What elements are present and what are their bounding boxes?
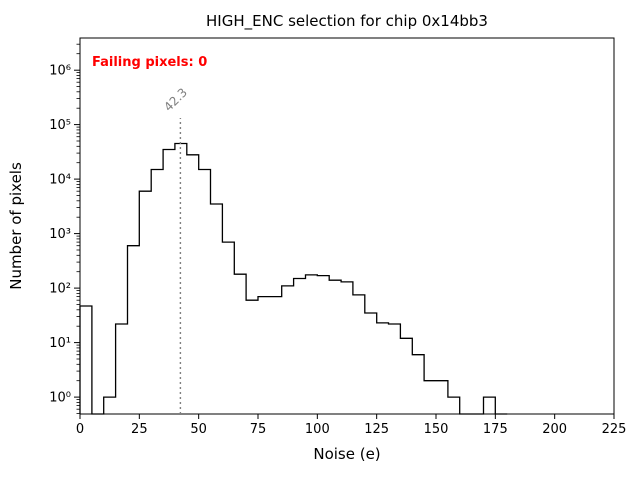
threshold-label: 42.3 (161, 85, 190, 114)
x-tick-label: 175 (483, 422, 508, 437)
x-axis-label: Noise (e) (313, 445, 380, 463)
y-tick-label: 10⁵ (49, 118, 71, 133)
y-tick-label: 10⁴ (49, 173, 71, 188)
x-tick-label: 0 (76, 422, 84, 437)
x-tick-label: 225 (602, 422, 627, 437)
y-ticks: 10⁰ 10¹ 10² 10³ 10⁴ 10⁵ 10⁶ (49, 64, 80, 406)
plot-frame (79, 37, 615, 415)
x-tick-label: 75 (250, 422, 267, 437)
x-tick-label: 25 (131, 422, 148, 437)
x-tick-label: 150 (424, 422, 449, 437)
y-tick-label: 10⁶ (49, 64, 71, 79)
y-tick-label: 10³ (49, 227, 71, 242)
histogram-steps (79, 142, 508, 415)
failing-pixels-annotation: Failing pixels: 0 (92, 55, 207, 70)
x-tick-label: 100 (305, 422, 330, 437)
y-tick-label: 10⁰ (49, 391, 71, 406)
x-tick-label: 125 (364, 422, 389, 437)
x-tick-label: 50 (190, 422, 207, 437)
y-tick-label: 10¹ (49, 336, 71, 351)
chart-title: HIGH_ENC selection for chip 0x14bb3 (206, 12, 488, 31)
x-tick-label: 200 (542, 422, 567, 437)
y-tick-label: 10² (49, 282, 71, 297)
x-ticks: 0 25 50 75 100 125 150 175 200 225 (76, 414, 627, 437)
y-axis-label: Number of pixels (7, 162, 25, 290)
